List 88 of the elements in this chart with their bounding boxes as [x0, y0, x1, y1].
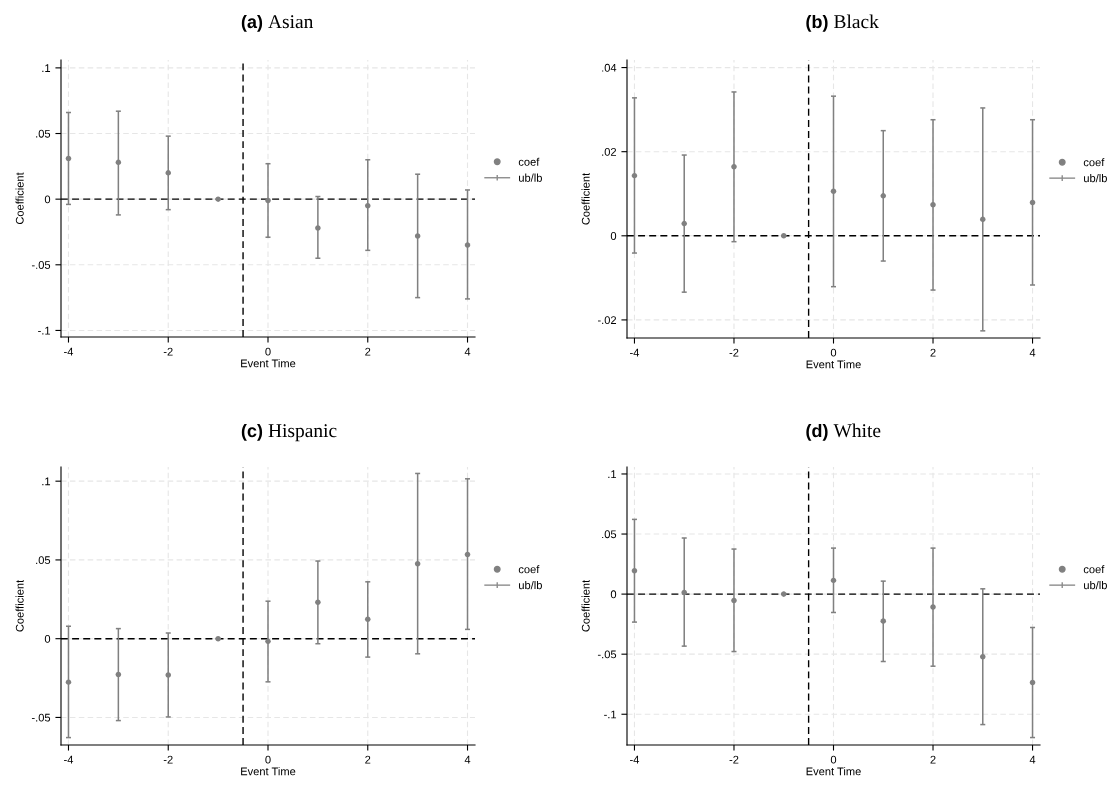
x-tick-label: -4	[64, 347, 74, 356]
text: ub/lb	[519, 173, 542, 182]
x-tick-label: -2	[729, 755, 739, 764]
y-tick-label: .05	[602, 530, 617, 539]
x-tick-label: 4	[464, 347, 471, 356]
y-tick-label: .04	[602, 63, 617, 72]
y-axis-title: Coefficient	[15, 172, 24, 225]
x-tick-label: -2	[163, 347, 173, 356]
chart-title: (c) Hispanic	[241, 423, 337, 442]
x-tick-label: 2	[930, 755, 936, 764]
y-tick-label: .1	[42, 477, 51, 486]
chart-title: (d) White	[806, 423, 881, 441]
x-tick-label: 0	[830, 348, 837, 357]
y-tick-label: -.1	[38, 326, 51, 335]
point	[930, 604, 936, 610]
y-tick-label: .05	[36, 556, 51, 565]
point	[115, 159, 122, 166]
point	[265, 197, 271, 204]
point	[165, 170, 172, 176]
text: ub/lb	[519, 580, 542, 590]
y-tick-label: -.05	[31, 713, 51, 722]
point	[65, 679, 72, 685]
y-axis-title: Coefficient	[15, 579, 24, 632]
x-tick-label: 2	[365, 347, 371, 356]
point	[464, 242, 471, 248]
legend-label: coef	[518, 565, 540, 574]
point	[265, 638, 271, 645]
text: ub/lb	[1084, 173, 1107, 183]
point	[830, 188, 837, 194]
y-tick-label: .1	[42, 64, 51, 72]
point	[880, 618, 887, 624]
y-tick-label: -.05	[31, 261, 51, 269]
point	[631, 568, 638, 574]
chart-title: (a) Asian	[241, 14, 314, 32]
point	[364, 616, 371, 623]
point	[414, 233, 421, 239]
x-tick-label: 0	[265, 755, 271, 764]
x-tick-label: 4	[464, 755, 471, 764]
y-tick-label: 0	[44, 634, 51, 643]
point	[315, 225, 321, 231]
x-tick-label: 4	[1029, 348, 1036, 357]
point	[980, 216, 986, 223]
y-axis-title: Coefficient	[581, 579, 590, 632]
point	[115, 671, 122, 678]
x-tick-label: -4	[630, 755, 640, 764]
legend-label: coef	[1083, 158, 1105, 167]
legend-label: coef	[518, 157, 540, 166]
point	[464, 551, 471, 558]
x-axis-title: Event Time	[241, 767, 296, 776]
x-tick-label: -2	[729, 348, 739, 357]
x-tick-label: 4	[1029, 755, 1036, 764]
point	[731, 597, 737, 604]
y-tick-label: .02	[602, 147, 617, 156]
point	[414, 560, 421, 567]
point	[681, 220, 687, 227]
chart-title: (b) Black	[806, 14, 879, 32]
point	[315, 599, 321, 606]
point	[1029, 199, 1036, 206]
x-tick-label: 0	[265, 347, 271, 356]
y-tick-label: .05	[36, 129, 51, 138]
point	[631, 172, 638, 179]
x-tick-label: 2	[930, 348, 936, 357]
point	[731, 164, 737, 170]
x-tick-label: -4	[64, 755, 74, 764]
x-axis-title: Event Time	[806, 767, 861, 776]
point	[364, 202, 371, 209]
y-tick-label: 0	[610, 590, 617, 599]
y-tick-label: -.05	[597, 650, 617, 659]
point	[681, 589, 687, 596]
y-tick-label: .1	[608, 470, 617, 478]
x-axis-title: Event Time	[806, 360, 861, 369]
y-tick-label: -.1	[604, 710, 617, 719]
point	[880, 193, 887, 199]
y-tick-label: -.02	[597, 316, 617, 325]
y-tick-label: 0	[610, 232, 617, 240]
y-axis-title: Coefficient	[581, 172, 590, 225]
x-tick-label: -4	[630, 348, 640, 357]
x-tick-label: 0	[830, 755, 837, 764]
point	[830, 577, 837, 584]
legend-label: coef	[1083, 565, 1105, 574]
point	[980, 654, 986, 660]
point	[930, 201, 936, 208]
x-tick-label: -2	[163, 755, 173, 764]
text: ub/lb	[1084, 580, 1107, 590]
x-tick-label: 2	[365, 755, 371, 764]
x-axis-title: Event Time	[241, 359, 296, 368]
point	[165, 672, 172, 678]
y-tick-label: 0	[44, 195, 51, 204]
